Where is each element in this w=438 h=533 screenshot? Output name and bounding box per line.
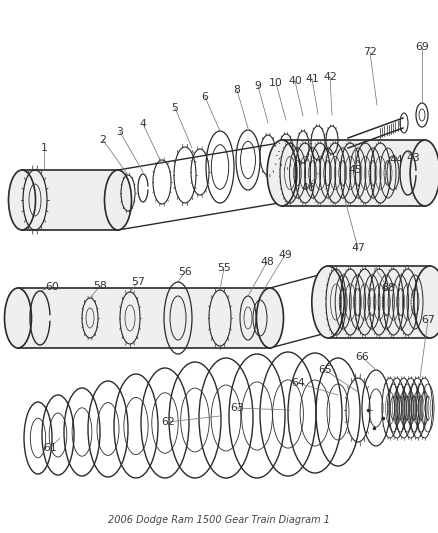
Polygon shape [327,266,429,338]
Polygon shape [281,140,424,206]
Text: 65: 65 [318,365,331,375]
Text: 55: 55 [217,263,230,273]
Text: 8: 8 [233,85,240,95]
Text: 43: 43 [405,153,419,163]
Text: 69: 69 [414,42,428,52]
Text: 48: 48 [260,257,273,267]
Text: 1: 1 [40,143,47,153]
Text: 57: 57 [131,277,145,287]
Text: 72: 72 [362,47,376,57]
Ellipse shape [256,288,283,348]
Text: 42: 42 [322,72,336,82]
Text: 62: 62 [161,417,174,427]
Text: 46: 46 [300,183,314,193]
Text: 40: 40 [287,76,301,86]
Text: 68: 68 [380,283,394,293]
Text: 41: 41 [304,74,318,84]
Text: 2006 Dodge Ram 1500 Gear Train Diagram 1: 2006 Dodge Ram 1500 Gear Train Diagram 1 [108,515,329,525]
Text: 45: 45 [347,165,361,175]
Text: 5: 5 [171,103,178,113]
Polygon shape [18,288,269,348]
Ellipse shape [104,170,131,230]
Text: 4: 4 [139,119,146,129]
Text: 63: 63 [230,403,244,413]
Polygon shape [22,170,118,230]
Text: 67: 67 [420,315,434,325]
Text: 64: 64 [290,378,304,388]
Text: 47: 47 [350,243,364,253]
Ellipse shape [267,140,296,206]
Ellipse shape [413,266,438,338]
Ellipse shape [8,170,35,230]
Text: 9: 9 [254,81,261,91]
Text: 2: 2 [99,135,106,145]
Text: 61: 61 [43,443,57,453]
Text: 3: 3 [117,127,123,137]
Text: 58: 58 [93,281,106,291]
Text: 10: 10 [268,78,283,88]
Text: 60: 60 [45,282,59,292]
Text: 49: 49 [278,250,291,260]
Text: 44: 44 [388,155,402,165]
Ellipse shape [409,140,438,206]
Text: 56: 56 [178,267,191,277]
Text: 6: 6 [201,92,208,102]
Ellipse shape [311,266,343,338]
Ellipse shape [4,288,32,348]
Text: 66: 66 [354,352,368,362]
